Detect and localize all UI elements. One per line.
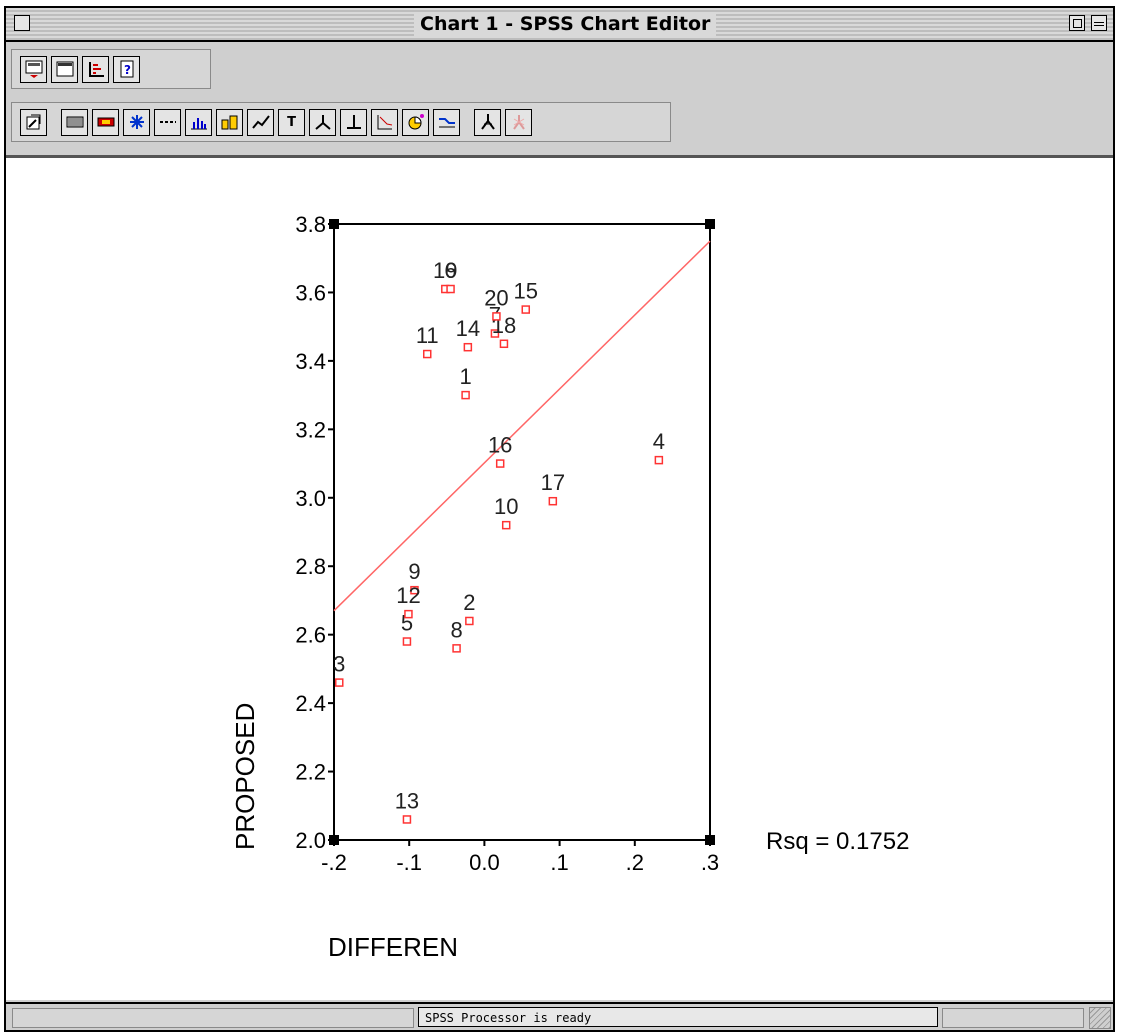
reference-line-icon[interactable] bbox=[340, 108, 367, 136]
y-tick-label: 2.2 bbox=[295, 760, 326, 785]
data-grid-icon[interactable] bbox=[51, 55, 78, 83]
collapse-box-icon[interactable] bbox=[1091, 15, 1107, 31]
axis-swap-icon[interactable] bbox=[309, 108, 336, 136]
plot-frame bbox=[333, 223, 711, 841]
y-tick-label: 2.8 bbox=[295, 554, 326, 579]
point-label: 20 bbox=[484, 285, 508, 310]
color-icon[interactable] bbox=[402, 108, 429, 136]
x-tick-label: 0.0 bbox=[469, 850, 500, 875]
interpolation-icon[interactable] bbox=[247, 108, 274, 136]
toolbar-row-2: T bbox=[11, 102, 671, 142]
status-message: SPSS Processor is ready bbox=[418, 1007, 938, 1027]
title-bar[interactable]: Chart 1 - SPSS Chart Editor bbox=[6, 8, 1113, 42]
select-icon[interactable] bbox=[20, 108, 47, 136]
window-title: Chart 1 - SPSS Chart Editor bbox=[414, 12, 717, 36]
resize-grip-icon[interactable] bbox=[1089, 1007, 1111, 1029]
y-tick-label: 2.0 bbox=[295, 828, 326, 853]
point-label: 19 bbox=[433, 258, 457, 283]
data-point[interactable] bbox=[495, 459, 505, 468]
data-point[interactable] bbox=[410, 585, 419, 595]
bar-3d-icon[interactable] bbox=[216, 108, 243, 136]
point-id-icon[interactable] bbox=[474, 108, 501, 136]
x-tick-label: .3 bbox=[701, 850, 719, 875]
point-label: 15 bbox=[514, 279, 538, 304]
fit-line bbox=[333, 240, 711, 612]
svg-text:?: ? bbox=[124, 63, 131, 77]
close-box-icon[interactable] bbox=[14, 15, 30, 31]
point-label: 4 bbox=[653, 429, 665, 454]
data-point[interactable] bbox=[402, 815, 412, 824]
data-point[interactable] bbox=[465, 616, 474, 626]
chart-gallery-icon[interactable] bbox=[20, 55, 47, 83]
point-label: 16 bbox=[488, 433, 512, 458]
toolbar-area: ? bbox=[6, 42, 1113, 158]
line-icon[interactable] bbox=[154, 108, 181, 136]
point-label: 6 bbox=[444, 258, 456, 283]
y-tick-label: 2.6 bbox=[295, 623, 326, 648]
x-tick-label: .2 bbox=[626, 850, 644, 875]
point-label: 8 bbox=[450, 617, 462, 642]
text-icon[interactable]: T bbox=[278, 108, 305, 136]
y-axis-label: PROPOSED bbox=[230, 703, 260, 850]
data-point[interactable] bbox=[446, 284, 455, 294]
data-point[interactable] bbox=[463, 342, 473, 352]
point-label: 12 bbox=[396, 583, 420, 608]
pie-explode-icon[interactable] bbox=[371, 108, 398, 136]
x-tick-label: .1 bbox=[550, 850, 568, 875]
x-axis-label: DIFFEREN bbox=[328, 932, 458, 962]
bar-icon[interactable] bbox=[185, 108, 212, 136]
data-point[interactable] bbox=[521, 305, 531, 314]
data-point[interactable] bbox=[548, 496, 558, 506]
y-tick-label: 3.2 bbox=[295, 417, 326, 442]
scatter-plot: 1234578910111213141516171819620 2.02.22.… bbox=[230, 212, 909, 962]
point-label: 11 bbox=[416, 323, 439, 348]
y-tick-label: 3.0 bbox=[295, 486, 326, 511]
data-point[interactable] bbox=[492, 312, 501, 321]
point-spin-icon[interactable] bbox=[505, 108, 532, 136]
data-point[interactable] bbox=[654, 455, 664, 465]
status-left-panel bbox=[12, 1008, 414, 1028]
marker-icon[interactable] bbox=[123, 108, 150, 136]
data-point[interactable] bbox=[490, 329, 500, 338]
point-label: 13 bbox=[395, 788, 419, 813]
data-point[interactable] bbox=[335, 678, 344, 687]
point-label: 10 bbox=[494, 494, 518, 519]
data-point[interactable] bbox=[501, 520, 511, 530]
data-point[interactable] bbox=[404, 609, 413, 619]
axis-icon[interactable] bbox=[82, 55, 109, 83]
point-label: 14 bbox=[456, 316, 480, 341]
data-point[interactable] bbox=[422, 349, 432, 359]
chart-editor-window: Chart 1 - SPSS Chart Editor ? bbox=[4, 6, 1115, 1032]
help-icon[interactable]: ? bbox=[113, 55, 140, 83]
point-label: 17 bbox=[541, 470, 565, 495]
toolbar-row-1: ? bbox=[11, 49, 211, 89]
point-label: 1 bbox=[459, 364, 471, 389]
chart-canvas[interactable]: 1234578910111213141516171819620 2.02.22.… bbox=[6, 158, 1113, 1000]
selection-handle[interactable] bbox=[705, 219, 715, 229]
line-style-icon[interactable] bbox=[92, 108, 119, 136]
status-right-panel bbox=[942, 1008, 1084, 1028]
rsq-annotation: Rsq = 0.1752 bbox=[766, 828, 909, 855]
fill-pattern-icon[interactable] bbox=[61, 108, 88, 136]
point-label: 2 bbox=[463, 590, 475, 615]
x-tick-label: -.2 bbox=[321, 850, 347, 875]
data-point[interactable] bbox=[499, 339, 509, 349]
status-bar: SPSS Processor is ready bbox=[6, 1002, 1113, 1030]
data-point[interactable] bbox=[402, 637, 412, 646]
y-tick-label: 2.4 bbox=[295, 691, 326, 716]
zoom-box-icon[interactable] bbox=[1069, 15, 1085, 31]
point-label: 3 bbox=[333, 652, 345, 677]
y-tick-label: 3.8 bbox=[295, 212, 326, 237]
y-tick-label: 3.6 bbox=[295, 280, 326, 305]
x-tick-label: -.1 bbox=[396, 850, 422, 875]
spike-icon[interactable] bbox=[433, 108, 460, 136]
y-tick-label: 3.4 bbox=[295, 349, 326, 374]
point-label: 9 bbox=[408, 559, 420, 584]
data-point[interactable] bbox=[461, 390, 470, 400]
data-point[interactable] bbox=[452, 644, 461, 653]
